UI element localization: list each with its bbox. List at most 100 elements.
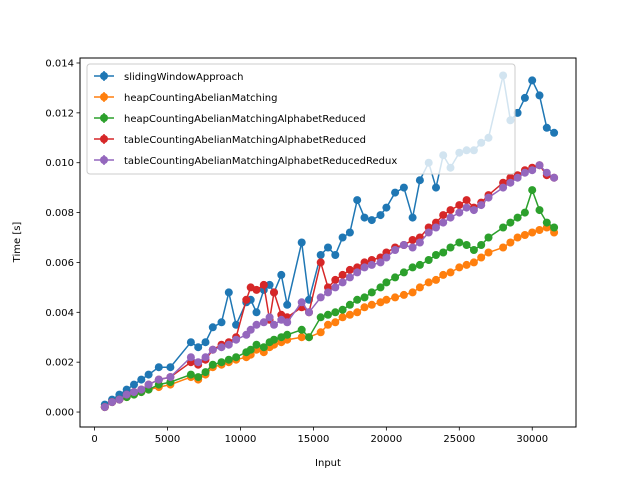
data-point: [535, 91, 544, 100]
data-point: [338, 278, 347, 287]
data-point: [345, 273, 354, 282]
data-point: [469, 258, 478, 267]
y-tick-label: 0.012: [45, 108, 74, 119]
data-point: [535, 161, 544, 170]
data-point: [513, 233, 522, 242]
data-point: [265, 280, 274, 289]
data-point: [484, 233, 493, 242]
data-point: [208, 360, 217, 369]
data-point: [528, 76, 537, 85]
data-point: [550, 173, 559, 182]
data-point: [446, 213, 455, 222]
legend-marker: [100, 135, 108, 143]
data-point: [217, 343, 226, 352]
data-point: [353, 268, 362, 277]
data-point: [353, 295, 362, 304]
data-point: [331, 275, 340, 284]
data-point: [201, 353, 210, 362]
legend-marker: [100, 156, 108, 164]
data-point: [324, 310, 332, 319]
data-point: [232, 353, 241, 362]
data-point: [186, 370, 195, 379]
data-point: [506, 238, 515, 247]
x-axis-label: Input: [315, 458, 341, 469]
data-point: [528, 186, 537, 195]
data-point: [208, 323, 217, 332]
legend: slidingWindowApproach heapCountingAbelian…: [86, 63, 516, 175]
data-point: [399, 268, 408, 277]
data-point: [477, 201, 486, 210]
data-point: [297, 333, 306, 342]
data-point: [270, 335, 278, 344]
data-point: [376, 283, 385, 292]
x-tick-label: 25000: [443, 434, 475, 445]
data-point: [194, 373, 203, 382]
x-axis: 0 5000 10000 15000 20000 25000 30000: [91, 427, 548, 445]
data-point: [446, 268, 455, 277]
data-point: [399, 183, 408, 192]
data-point: [477, 241, 486, 249]
data-point: [115, 395, 124, 404]
data-point: [130, 380, 138, 389]
data-point: [186, 338, 195, 347]
data-point: [484, 248, 493, 257]
data-point: [528, 228, 537, 237]
data-point: [535, 226, 544, 234]
data-point: [439, 218, 448, 227]
data-point: [415, 176, 424, 185]
x-tick-label: 10000: [225, 434, 257, 445]
data-point: [259, 318, 268, 327]
data-point: [270, 320, 278, 329]
data-point: [415, 260, 424, 269]
data-point: [520, 168, 529, 177]
data-point: [424, 278, 433, 287]
data-point: [408, 243, 417, 252]
data-point: [367, 300, 376, 309]
data-point: [462, 203, 471, 212]
data-point: [499, 223, 508, 232]
data-point: [144, 380, 153, 389]
data-point: [283, 318, 292, 327]
data-point: [360, 293, 369, 302]
data-point: [513, 213, 522, 222]
data-point: [391, 246, 400, 254]
data-point: [391, 188, 400, 197]
x-tick-label: 15000: [298, 434, 330, 445]
data-point: [376, 258, 385, 267]
data-point: [154, 375, 163, 384]
data-point: [338, 313, 347, 322]
data-point: [353, 196, 362, 205]
data-point: [367, 288, 376, 297]
data-point: [520, 93, 529, 102]
data-point: [137, 385, 146, 394]
series-4: [100, 161, 559, 412]
legend-item-1: heapCountingAbelianMatching: [94, 92, 277, 104]
data-point: [506, 178, 515, 187]
data-point: [408, 288, 417, 297]
data-point: [217, 318, 226, 327]
data-point: [305, 308, 313, 317]
data-point: [252, 308, 261, 317]
data-point: [528, 166, 537, 175]
data-point: [259, 280, 268, 289]
data-point: [399, 290, 408, 299]
data-point: [224, 355, 233, 364]
x-tick-label: 20000: [370, 434, 402, 445]
data-point: [367, 216, 376, 225]
legend-marker: [100, 93, 108, 101]
data-point: [535, 206, 544, 215]
data-point: [513, 173, 522, 182]
axes-frame: [79, 57, 577, 428]
data-point: [542, 123, 551, 132]
x-tick-label: 5000: [155, 434, 180, 445]
data-point: [462, 260, 471, 269]
data-point: [345, 310, 354, 319]
data-point: [455, 201, 464, 210]
data-point: [130, 388, 138, 397]
data-point: [550, 223, 559, 232]
data-point: [432, 251, 440, 259]
data-point: [367, 260, 376, 269]
plot-area: [100, 71, 559, 412]
data-point: [297, 325, 306, 334]
data-point: [316, 328, 325, 337]
